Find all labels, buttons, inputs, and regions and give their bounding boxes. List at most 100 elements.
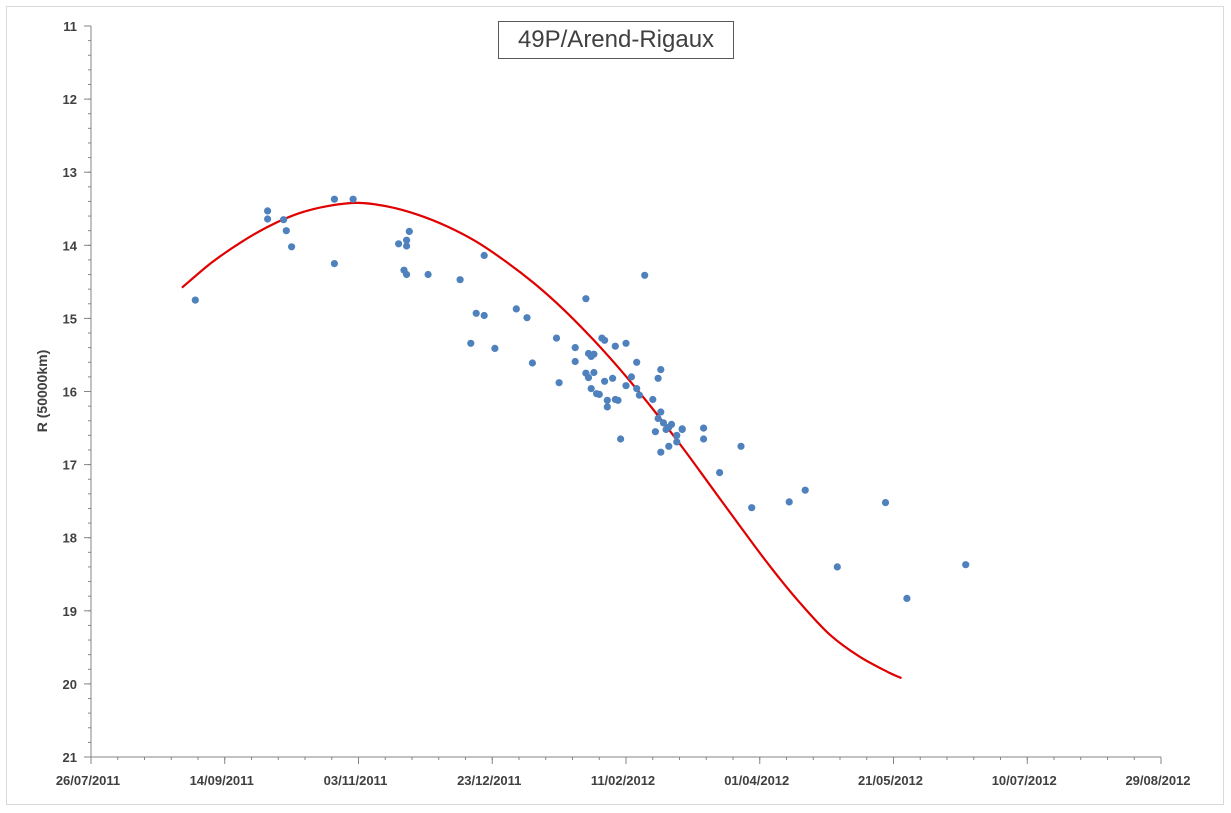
data-point xyxy=(785,498,793,506)
data-point xyxy=(191,296,199,304)
data-point xyxy=(528,359,537,367)
data-point xyxy=(587,385,595,393)
data-point xyxy=(601,336,609,344)
y-tick-label: 18 xyxy=(63,531,77,546)
data-point xyxy=(962,561,970,569)
data-point xyxy=(264,207,272,215)
data-point xyxy=(667,420,676,428)
y-tick-label: 13 xyxy=(63,165,77,180)
data-point xyxy=(622,339,630,347)
x-axis: 26/07/2011 14/09/2011 03/11/2011 23/12/2011… xyxy=(56,756,1191,788)
x-tick-label: 03/11/2011 xyxy=(324,773,388,788)
data-point xyxy=(555,379,563,387)
data-point xyxy=(641,271,649,279)
x-tick-label: 21/05/2012 xyxy=(858,773,923,788)
y-tick-label: 11 xyxy=(63,19,77,34)
chart-area xyxy=(6,6,1224,805)
data-point xyxy=(635,391,644,399)
data-point xyxy=(801,486,809,494)
x-tick-label: 11/02/2012 xyxy=(591,773,655,788)
data-point xyxy=(748,504,756,512)
data-point xyxy=(491,344,499,352)
y-tick-label: 14 xyxy=(63,238,78,253)
data-point xyxy=(472,309,480,317)
data-point xyxy=(651,428,660,436)
data-point xyxy=(659,419,668,427)
data-point xyxy=(700,424,708,432)
data-point xyxy=(649,395,657,404)
fit-curve-group xyxy=(181,201,902,680)
data-point xyxy=(456,276,464,284)
data-point xyxy=(678,425,686,433)
x-tick-label: 26/07/2011 xyxy=(56,773,120,788)
data-points-group xyxy=(191,195,970,603)
data-point xyxy=(603,403,611,411)
data-point xyxy=(330,260,338,268)
data-point xyxy=(582,295,590,303)
data-point xyxy=(609,374,617,382)
x-tick-label: 29/08/2012 xyxy=(1125,773,1190,788)
data-point xyxy=(330,195,338,203)
y-tick-label: 12 xyxy=(63,92,77,107)
data-point xyxy=(654,374,662,382)
data-point xyxy=(467,339,475,347)
data-point xyxy=(611,342,619,350)
data-point xyxy=(512,305,520,313)
data-point xyxy=(627,373,636,381)
data-point xyxy=(622,382,630,390)
x-tick-label: 10/07/2012 xyxy=(992,773,1057,788)
data-point xyxy=(881,499,890,507)
data-point xyxy=(282,227,290,235)
y-tick-label: 17 xyxy=(63,458,77,473)
x-tick-label: 23/12/2011 xyxy=(457,773,521,788)
data-point xyxy=(657,408,665,416)
data-point xyxy=(700,435,708,443)
data-point xyxy=(571,344,579,352)
data-point xyxy=(903,594,911,603)
data-point xyxy=(603,396,611,404)
x-tick-label: 01/04/2012 xyxy=(724,773,789,788)
data-point xyxy=(590,368,598,377)
data-point xyxy=(403,270,411,279)
data-point xyxy=(617,435,625,443)
y-tick-label: 15 xyxy=(63,311,77,326)
data-point xyxy=(264,215,272,223)
data-point xyxy=(571,357,579,366)
chart-title: 49P/Arend-Rigaux xyxy=(498,21,734,59)
data-point xyxy=(673,438,681,446)
y-tick-label: 19 xyxy=(63,604,77,619)
data-point xyxy=(280,216,288,224)
data-point xyxy=(737,442,745,450)
y-tick-label: 20 xyxy=(63,677,77,692)
data-point xyxy=(480,251,488,260)
data-point xyxy=(405,227,413,235)
data-point xyxy=(633,358,641,366)
data-point xyxy=(633,385,641,393)
data-point xyxy=(523,314,531,322)
data-point xyxy=(349,195,357,203)
data-point xyxy=(552,334,561,342)
data-point xyxy=(665,442,673,450)
data-point xyxy=(657,366,665,374)
data-point xyxy=(654,414,662,423)
data-point xyxy=(657,448,665,456)
y-axis: 11 12 13 14 15 16 17 18 19 20 21 xyxy=(63,19,92,765)
data-point xyxy=(424,270,432,279)
y-tick-label: 16 xyxy=(63,385,77,400)
data-point xyxy=(716,469,724,477)
data-point xyxy=(614,396,622,404)
x-tick-label: 14/09/2011 xyxy=(190,773,254,788)
y-tick-label: 21 xyxy=(63,750,77,765)
data-point xyxy=(673,431,681,439)
fit-curve xyxy=(181,201,902,680)
data-point xyxy=(395,240,403,248)
data-point xyxy=(584,374,593,382)
data-point xyxy=(833,563,841,571)
data-point xyxy=(403,242,411,250)
data-point xyxy=(403,236,411,244)
data-point xyxy=(595,390,603,398)
data-point xyxy=(601,377,609,385)
data-point xyxy=(590,350,598,358)
y-axis-title: R (50000km) xyxy=(34,350,50,433)
